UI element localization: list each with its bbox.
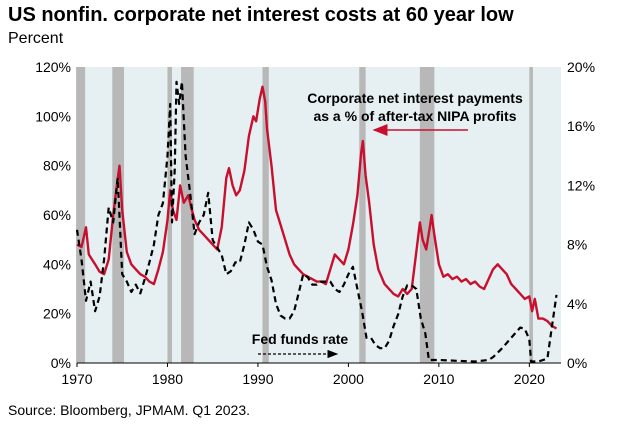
left-y-tick-label: 100% (35, 108, 71, 124)
right-y-tick-label: 12% (567, 177, 595, 193)
left-y-tick-label: 120% (35, 59, 71, 75)
recession-band-3 (181, 67, 194, 363)
annotations: Corporate net interest payments as a % o… (252, 90, 523, 359)
line-chart: 1970 1980 1990 2000 2010 2020 0% 20% 40% 60% 80% 10… (35, 59, 595, 387)
recession-band-6 (419, 67, 435, 363)
x-tick-label: 2010 (423, 371, 454, 387)
corporate-series-label-line2: as a % of after-tax NIPA profits (313, 108, 516, 124)
corporate-series-label-line1: Corporate net interest payments (307, 90, 523, 106)
left-y-tick-label: 60% (43, 207, 71, 223)
right-y-tick-label: 20% (567, 59, 595, 75)
right-y-tick-label: 4% (567, 296, 587, 312)
right-y-tick-label: 16% (567, 118, 595, 134)
corporate-interest-line (76, 85, 558, 330)
recession-bands (76, 67, 533, 363)
x-tick-label: 2020 (514, 371, 545, 387)
source-note: Source: Bloomberg, JPMAM. Q1 2023. (8, 402, 250, 418)
x-tick-label: 1990 (242, 371, 273, 387)
left-y-tick-label: 20% (43, 306, 71, 322)
chart-title: US nonfin. corporate net interest costs … (8, 4, 514, 26)
recession-band-7 (529, 67, 533, 363)
recession-band-5 (359, 67, 366, 363)
x-tick-label: 1980 (152, 371, 183, 387)
left-y-tick-label: 40% (43, 256, 71, 272)
fed-funds-rate-line (75, 80, 558, 363)
x-tick-label: 2000 (333, 371, 364, 387)
left-y-tick-label: 0% (51, 355, 71, 371)
axes: 1970 1980 1990 2000 2010 2020 0% 20% 40% 60% 80% 10… (35, 59, 595, 387)
chart-subtitle: Percent (8, 30, 64, 47)
recession-band-4 (262, 67, 269, 363)
left-y-tick-label: 80% (43, 158, 71, 174)
fed-series-label: Fed funds rate (252, 331, 349, 347)
x-tick-label: 1970 (61, 371, 92, 387)
recession-band-1 (112, 67, 125, 363)
recession-band-2 (167, 67, 172, 363)
right-y-tick-label: 8% (567, 237, 587, 253)
series-lines (75, 80, 558, 363)
right-y-tick-label: 0% (567, 355, 587, 371)
recession-band-0 (76, 67, 86, 363)
